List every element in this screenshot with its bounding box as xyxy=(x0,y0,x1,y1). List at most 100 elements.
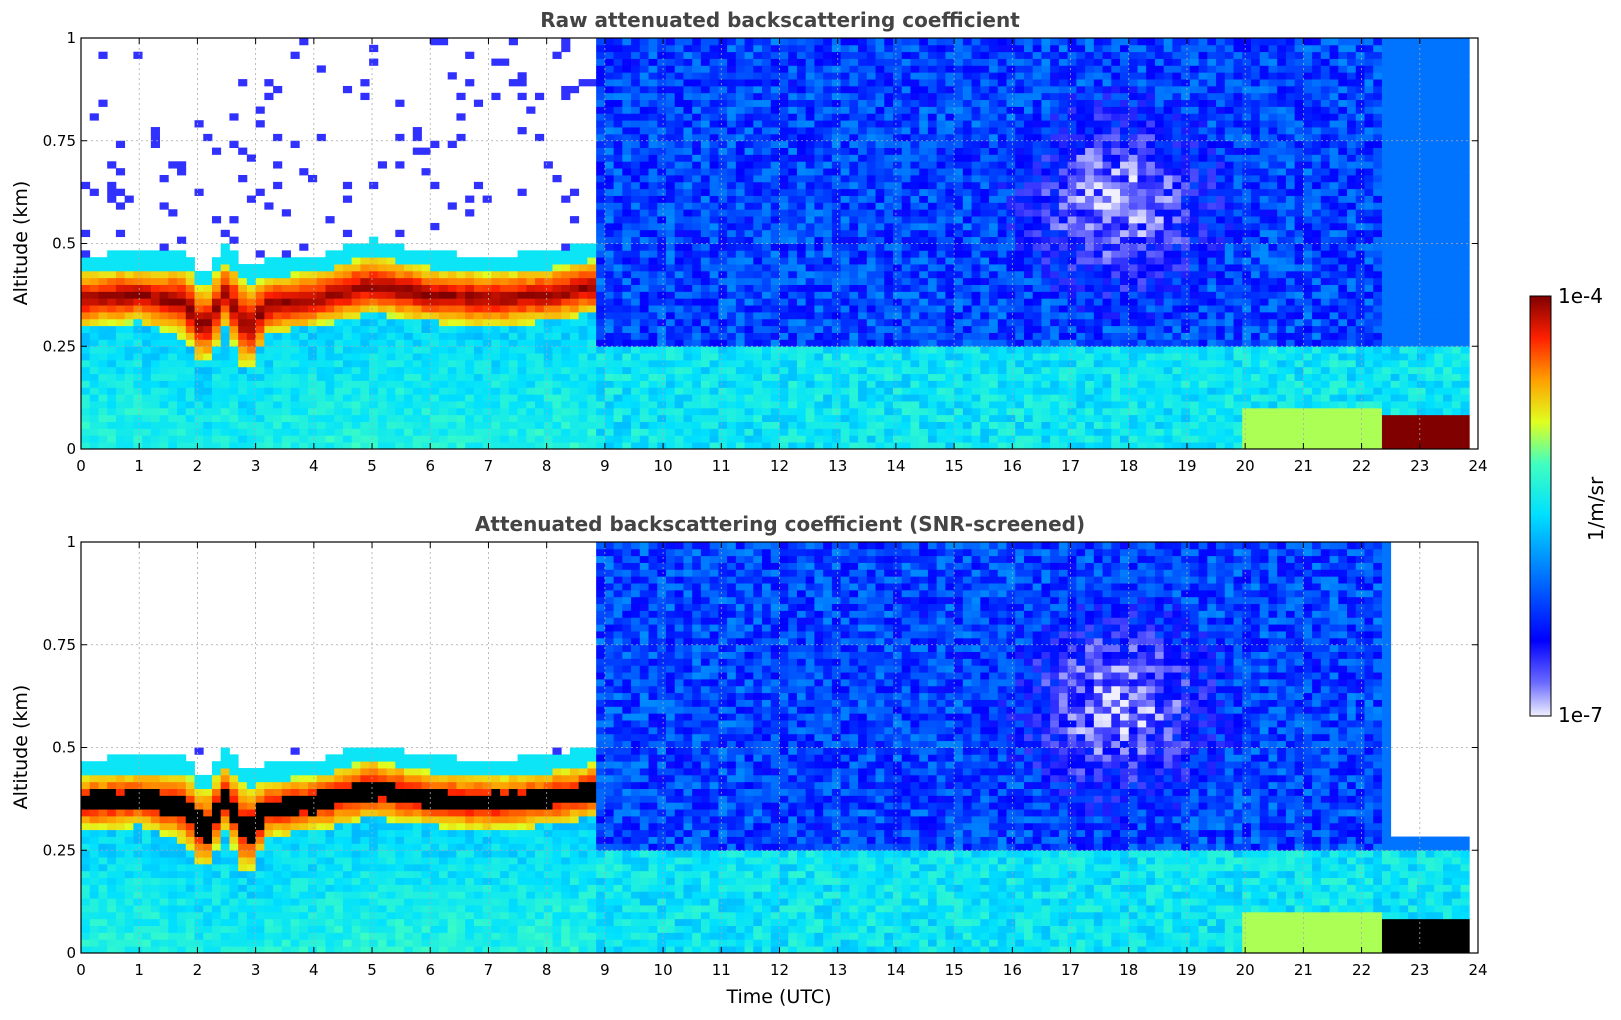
heatmap-cell xyxy=(412,250,422,258)
heatmap-cell xyxy=(770,243,780,251)
heatmap-cell xyxy=(596,442,606,450)
heatmap-cell xyxy=(971,250,981,258)
heatmap-cell xyxy=(535,92,545,101)
heatmap-cell xyxy=(980,257,990,265)
heatmap-cell xyxy=(482,435,492,443)
heatmap-cell xyxy=(639,229,649,238)
heatmap-cell xyxy=(596,373,606,381)
heatmap-cell xyxy=(945,428,955,436)
heatmap-cell xyxy=(604,291,615,299)
heatmap-cell xyxy=(744,147,754,155)
heatmap-cell xyxy=(308,359,318,368)
heatmap-cell xyxy=(517,298,527,306)
heatmap-cell xyxy=(377,353,387,361)
heatmap-cell xyxy=(727,421,737,429)
heatmap-cell xyxy=(613,92,623,101)
heatmap-cell xyxy=(805,264,815,272)
heatmap-cell xyxy=(351,366,361,375)
heatmap-cell xyxy=(316,380,326,388)
heatmap-cell xyxy=(500,312,510,320)
heatmap-cell xyxy=(81,373,91,381)
heatmap-cell xyxy=(919,216,929,224)
heatmap-cell xyxy=(596,216,606,224)
heatmap-cell xyxy=(980,401,990,409)
heatmap-cell xyxy=(81,366,91,375)
heatmap-cell xyxy=(718,181,728,190)
heatmap-cell xyxy=(465,195,475,203)
heatmap-cell xyxy=(133,250,143,258)
heatmap-cell xyxy=(762,113,772,121)
heatmap-cell xyxy=(657,387,667,395)
heatmap-cell xyxy=(727,113,737,121)
heatmap-cell xyxy=(569,250,580,258)
heatmap-cell xyxy=(1015,209,1025,217)
heatmap-cell xyxy=(360,442,370,450)
heatmap-cell xyxy=(482,291,492,299)
heatmap-cell xyxy=(823,229,833,238)
heatmap-cell xyxy=(753,339,763,347)
heatmap-cell xyxy=(997,257,1007,265)
heatmap-cell xyxy=(665,140,676,148)
heatmap-cell xyxy=(613,291,623,299)
heatmap-cell xyxy=(805,58,815,66)
heatmap-cell xyxy=(980,264,990,272)
heatmap-cell xyxy=(369,270,379,279)
heatmap-cell xyxy=(657,380,667,388)
heatmap-cell xyxy=(334,318,344,327)
heatmap-cell xyxy=(788,236,798,244)
heatmap-cell xyxy=(692,366,702,375)
heatmap-cell xyxy=(962,161,972,169)
heatmap-cell xyxy=(229,421,239,429)
heatmap-cell xyxy=(194,270,204,279)
heatmap-cell xyxy=(142,298,152,306)
heatmap-cell xyxy=(526,106,536,114)
heatmap-cell xyxy=(177,236,187,244)
heatmap-cell xyxy=(508,428,518,436)
heatmap-cell xyxy=(255,332,265,340)
heatmap-cell xyxy=(1032,394,1042,402)
heatmap-cell xyxy=(718,298,728,306)
heatmap-cell xyxy=(700,407,711,416)
heatmap-cell xyxy=(919,291,929,299)
heatmap-cell xyxy=(168,387,178,395)
heatmap-cell xyxy=(884,147,894,155)
heatmap-cell xyxy=(945,168,955,176)
heatmap-cell xyxy=(796,387,807,395)
heatmap-cell xyxy=(884,243,894,251)
heatmap-cell xyxy=(648,99,658,107)
heatmap-cell xyxy=(1015,428,1025,436)
heatmap-cell xyxy=(762,99,772,107)
heatmap-cell xyxy=(893,421,903,429)
heatmap-cell xyxy=(648,346,658,354)
heatmap-cell xyxy=(954,65,964,73)
heatmap-cell xyxy=(447,325,457,333)
heatmap-cell xyxy=(622,305,632,313)
heatmap-cell xyxy=(718,264,728,272)
heatmap-cell xyxy=(473,312,484,320)
heatmap-cell xyxy=(753,99,763,107)
heatmap-cell xyxy=(596,58,606,66)
heatmap-cell xyxy=(421,332,431,340)
heatmap-cell xyxy=(456,353,466,361)
heatmap-cell xyxy=(517,79,527,87)
heatmap-cell xyxy=(997,346,1007,354)
heatmap-cell xyxy=(709,284,719,292)
heatmap-cell xyxy=(561,373,571,381)
heatmap-cell xyxy=(971,209,981,217)
heatmap-cell xyxy=(762,442,772,450)
heatmap-cell xyxy=(709,99,719,107)
heatmap-cell xyxy=(456,312,466,320)
heatmap-cell xyxy=(744,229,754,238)
heatmap-cell xyxy=(657,181,667,190)
heatmap-cell xyxy=(273,264,283,272)
heatmap-cell xyxy=(168,209,178,217)
heatmap-cell xyxy=(89,394,99,402)
heatmap-cell xyxy=(308,284,318,292)
heatmap-cell xyxy=(98,99,108,107)
heatmap-cell xyxy=(901,140,911,148)
heatmap-cell xyxy=(674,229,684,238)
heatmap-cell xyxy=(351,421,361,429)
heatmap-cell xyxy=(369,353,379,361)
heatmap-cell xyxy=(683,353,693,361)
heatmap-cell xyxy=(264,435,274,443)
